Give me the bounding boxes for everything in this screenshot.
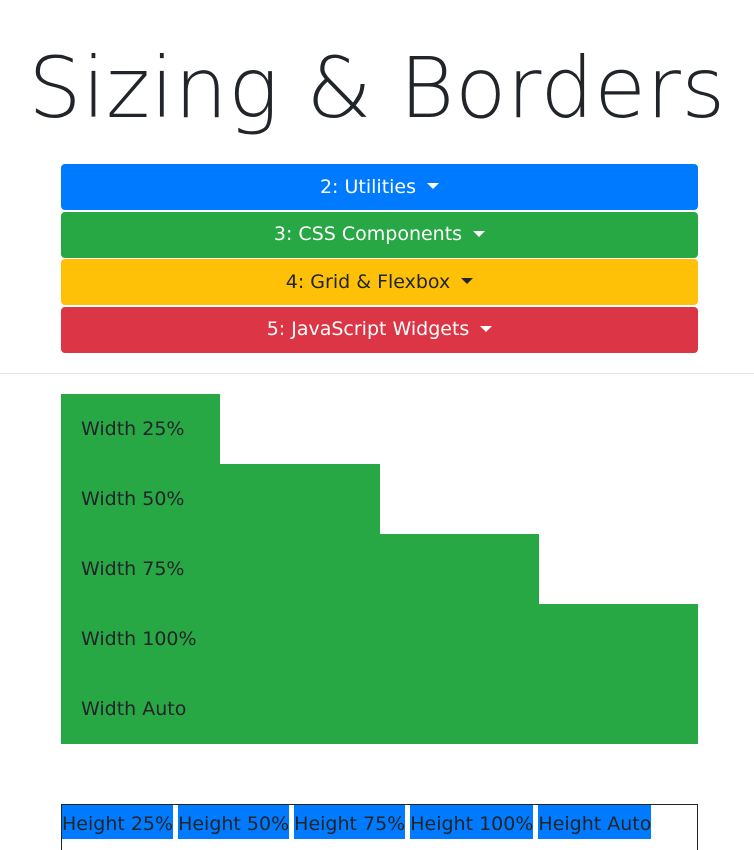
height-demo: Height 25% Height 50% Height 75% Height …	[61, 804, 698, 850]
height-box-label: Height Auto	[538, 813, 652, 835]
section-dropdown-menu: 2: Utilities 3: CSS Components 4: Grid &…	[61, 164, 698, 354]
width-25-bar: Width 25%	[61, 394, 221, 464]
utilities-dropdown-button[interactable]: 2: Utilities	[61, 164, 698, 210]
height-25-box: Height 25%	[62, 805, 174, 839]
width-bar-label: Width 50%	[81, 488, 185, 510]
height-auto-box: Height Auto	[538, 805, 652, 839]
height-box-label: Height 50%	[178, 813, 290, 835]
css-components-dropdown-button[interactable]: 3: CSS Components	[61, 211, 698, 258]
height-box-label: Height 75%	[294, 813, 406, 835]
width-bar-label: Width 25%	[81, 418, 185, 440]
caret-down-icon	[473, 230, 486, 237]
grid-flexbox-dropdown-label: 4: Grid & Flexbox	[285, 270, 451, 293]
height-75-box: Height 75%	[294, 805, 406, 839]
width-bar-label: Width Auto	[81, 698, 187, 720]
width-50-bar: Width 50%	[61, 464, 380, 534]
height-100-box: Height 100%	[410, 805, 534, 839]
grid-flexbox-dropdown-button[interactable]: 4: Grid & Flexbox	[61, 259, 698, 305]
width-demo: Width 25% Width 50% Width 75% Width 100%…	[61, 394, 698, 744]
utilities-dropdown-label: 2: Utilities	[319, 175, 417, 198]
width-bar-label: Width 75%	[81, 558, 185, 580]
section-divider	[0, 373, 754, 374]
javascript-widgets-dropdown-label: 5: JavaScript Widgets	[266, 318, 470, 340]
width-100-bar: Width 100%	[61, 604, 698, 674]
caret-down-icon	[480, 325, 493, 332]
height-box-label: Height 25%	[62, 813, 174, 835]
javascript-widgets-dropdown-button[interactable]: 5: JavaScript Widgets	[61, 306, 698, 353]
caret-down-icon	[427, 183, 440, 189]
width-bar-label: Width 100%	[81, 628, 197, 650]
width-75-bar: Width 75%	[61, 534, 539, 604]
width-auto-bar: Width Auto	[61, 674, 698, 744]
page-title: Sizing & Borders	[28, 39, 726, 137]
caret-down-icon	[461, 278, 474, 284]
css-components-dropdown-label: 3: CSS Components	[273, 223, 463, 245]
height-box-label: Height 100%	[410, 813, 534, 835]
height-50-box: Height 50%	[178, 805, 290, 839]
